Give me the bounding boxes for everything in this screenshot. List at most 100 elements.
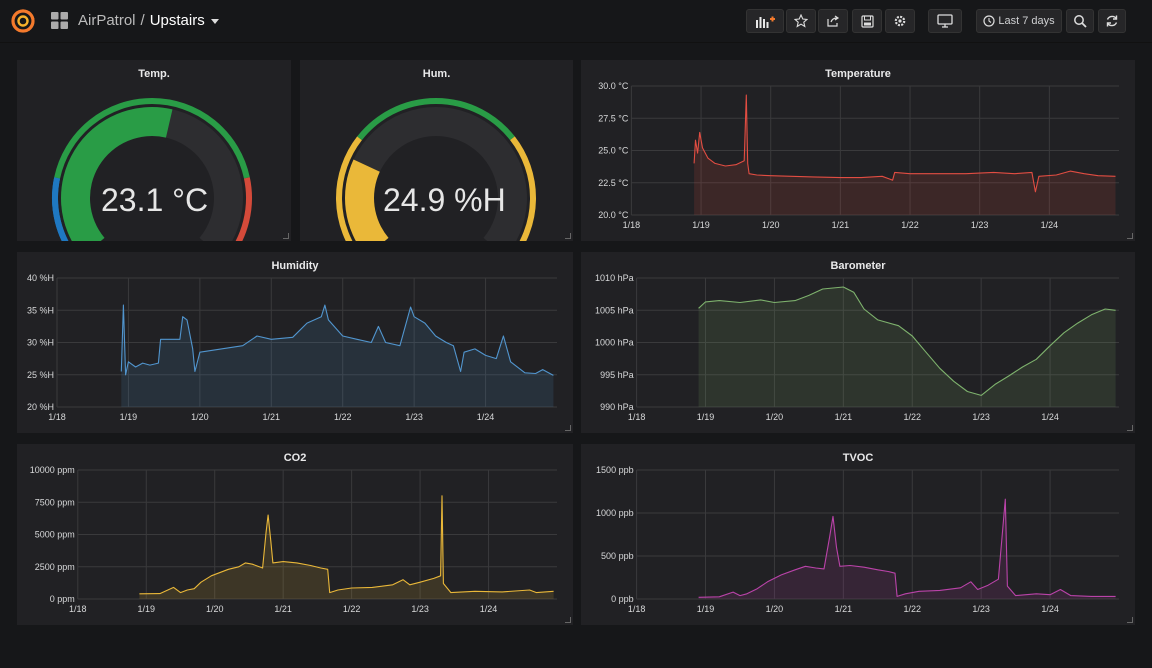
resize-handle[interactable] — [283, 233, 289, 239]
settings-button[interactable] — [885, 9, 915, 33]
x-tick-label: 1/23 — [405, 412, 423, 422]
x-tick-label: 1/19 — [697, 412, 715, 422]
y-tick-label: 7500 ppm — [35, 497, 75, 507]
resize-handle[interactable] — [565, 617, 571, 623]
y-tick-label: 995 hPa — [600, 370, 634, 380]
y-tick-label: 2500 ppm — [35, 562, 75, 572]
x-tick-label: 1/18 — [48, 412, 66, 422]
clock-icon — [983, 15, 995, 27]
y-tick-label: 27.5 °C — [598, 113, 629, 123]
x-tick-label: 1/20 — [766, 604, 784, 614]
time-range-label: Last 7 days — [998, 15, 1055, 27]
breadcrumb-folder[interactable]: AirPatrol — [78, 12, 136, 29]
dashboard-title[interactable]: Upstairs — [149, 12, 205, 29]
gauge-value-band — [344, 159, 389, 241]
resize-handle[interactable] — [1127, 425, 1133, 431]
humidity-panel: Humidity 20 %H 25 %H 30 %H 35 %H 40 %H 1/18 1/… — [17, 252, 573, 433]
apps-grid-icon[interactable] — [51, 12, 68, 29]
x-tick-label: 1/18 — [628, 412, 646, 422]
refresh-button[interactable] — [1098, 9, 1126, 33]
series-area — [139, 495, 554, 599]
series-line[interactable] — [693, 94, 1116, 193]
series-line[interactable] — [120, 304, 554, 376]
x-tick-label: 1/23 — [972, 604, 990, 614]
panel-title[interactable]: TVOC — [842, 452, 874, 464]
x-tick-label: 1/22 — [343, 604, 361, 614]
series-line[interactable] — [698, 498, 1116, 598]
save-button[interactable] — [852, 9, 882, 33]
gauge-threshold-band — [357, 98, 515, 141]
y-tick-label: 1000 hPa — [595, 338, 634, 348]
x-tick-label: 1/18 — [623, 220, 641, 230]
hum-gauge-panel: Hum. 24.9 %H — [300, 60, 573, 241]
gauge-threshold-band — [54, 98, 250, 179]
co2-chart[interactable]: 0 ppm 2500 ppm 5000 ppm 7500 ppm 10000 ppm 1/… — [17, 444, 573, 625]
y-tick-label: 1005 hPa — [595, 305, 634, 315]
breadcrumb: AirPatrol / Upstairs — [78, 12, 219, 30]
gauge-threshold-band — [336, 136, 362, 241]
zoom-out-button[interactable] — [1066, 9, 1094, 33]
gauge-value-band — [61, 107, 173, 241]
tvoc-chart[interactable]: 0 ppb 500 ppb 1000 ppb 1500 ppb 1/18 1/19 1/20… — [581, 444, 1135, 625]
x-tick-label: 1/23 — [971, 220, 989, 230]
star-icon — [794, 14, 808, 28]
panel-title[interactable]: Temperature — [825, 68, 891, 80]
x-tick-label: 1/19 — [120, 412, 138, 422]
gauge-threshold-band — [52, 177, 69, 241]
x-tick-label: 1/24 — [1041, 220, 1059, 230]
x-tick-label: 1/22 — [334, 412, 352, 422]
resize-handle[interactable] — [565, 425, 571, 431]
time-range-picker[interactable]: Last 7 days — [976, 9, 1062, 33]
co2-panel: CO2 0 ppm 2500 ppm 5000 ppm 7500 ppm 10000 p… — [17, 444, 573, 625]
x-tick-label: 1/21 — [835, 412, 853, 422]
star-button[interactable] — [786, 9, 816, 33]
panel-title[interactable]: Hum. — [422, 68, 451, 80]
x-tick-label: 1/18 — [628, 604, 646, 614]
breadcrumb-separator: / — [140, 12, 145, 29]
top-navbar: AirPatrol / Upstairs Last 7 days — [0, 0, 1152, 43]
panel-title[interactable]: Humidity — [271, 260, 319, 272]
resize-handle[interactable] — [565, 233, 571, 239]
y-tick-label: 1500 ppb — [596, 465, 634, 475]
x-tick-label: 1/21 — [274, 604, 292, 614]
x-tick-label: 1/24 — [1041, 412, 1059, 422]
resize-handle[interactable] — [1127, 233, 1133, 239]
x-tick-label: 1/19 — [137, 604, 155, 614]
tvoc-panel: TVOC 0 ppb 500 ppb 1000 ppb 1500 ppb 1/18 1/1… — [581, 444, 1135, 625]
add-panel-button[interactable] — [746, 9, 784, 33]
save-icon — [860, 14, 874, 28]
refresh-icon — [1106, 15, 1118, 27]
series-area — [698, 287, 1116, 407]
gauge-track — [345, 107, 527, 241]
x-tick-label: 1/20 — [206, 604, 224, 614]
temp-gauge — [52, 98, 252, 241]
x-tick-label: 1/21 — [263, 412, 281, 422]
y-tick-label: 20.0 °C — [598, 210, 629, 220]
series-line[interactable] — [698, 286, 1116, 396]
panel-title[interactable]: CO2 — [283, 452, 307, 464]
tv-mode-button[interactable] — [928, 9, 962, 33]
x-tick-label: 1/24 — [477, 412, 495, 422]
chevron-down-icon[interactable] — [210, 18, 219, 24]
share-button[interactable] — [818, 9, 848, 33]
humidity-chart[interactable]: 20 %H 25 %H 30 %H 35 %H 40 %H 1/18 1/19 1/20 1/2… — [17, 252, 573, 433]
gear-icon — [894, 15, 906, 27]
temperature-chart[interactable]: 20.0 °C 22.5 °C 25.0 °C 27.5 °C 30.0 °C 1/18 1… — [581, 60, 1135, 241]
grafana-logo-icon[interactable] — [10, 8, 36, 34]
series-area — [698, 499, 1116, 599]
panel-title[interactable]: Barometer — [830, 260, 886, 272]
y-tick-label: 0 ppb — [611, 594, 634, 604]
x-tick-label: 1/24 — [480, 604, 498, 614]
gauge-threshold-band — [235, 177, 252, 241]
resize-handle[interactable] — [1127, 617, 1133, 623]
y-tick-label: 500 ppb — [601, 551, 634, 561]
y-tick-label: 35 %H — [27, 305, 54, 315]
series-line[interactable] — [139, 495, 554, 595]
barometer-chart[interactable]: 990 hPa 995 hPa 1000 hPa 1005 hPa 1010 hPa 1/… — [581, 252, 1135, 433]
x-tick-label: 1/19 — [692, 220, 710, 230]
panel-title[interactable]: Temp. — [138, 68, 170, 80]
x-tick-label: 1/22 — [903, 604, 921, 614]
add-panel-icon — [756, 16, 775, 28]
x-tick-label: 1/21 — [832, 220, 850, 230]
y-tick-label: 5000 ppm — [35, 530, 75, 540]
